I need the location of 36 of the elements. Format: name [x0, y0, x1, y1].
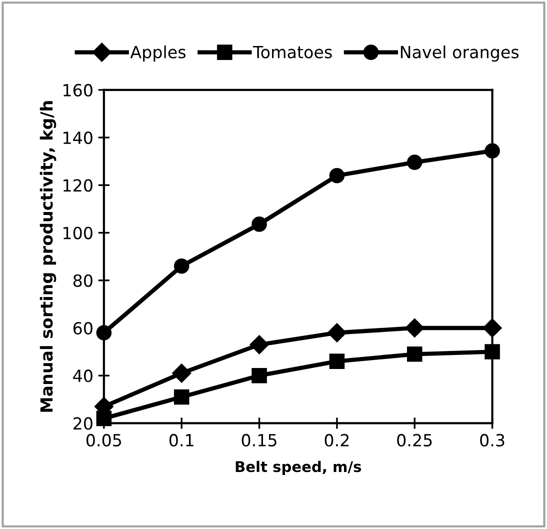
- y-tick-label: 60: [73, 322, 92, 335]
- y-tick-label: 140: [64, 132, 92, 144]
- point: [329, 354, 345, 369]
- point: [172, 364, 192, 383]
- legend-label: Apples: [130, 45, 186, 62]
- point: [327, 323, 346, 342]
- point: [96, 325, 112, 340]
- y-tick-label: 120: [64, 179, 92, 192]
- point: [252, 368, 267, 384]
- point: [406, 346, 422, 362]
- x-tick-label: 0.15: [242, 434, 276, 447]
- point: [174, 258, 190, 274]
- y-axis-title: Manual sorting productivity, kg/h: [40, 101, 56, 412]
- x-tick-label: 0.1: [169, 434, 194, 447]
- x-axis-title: Belt speed, m/s: [236, 460, 362, 475]
- point: [252, 216, 267, 232]
- x-tick-label: 0.3: [480, 434, 504, 447]
- point: [405, 318, 424, 338]
- y-tick-label: 40: [73, 370, 92, 382]
- point: [482, 318, 502, 338]
- y-tick-label: 160: [64, 84, 92, 96]
- y-tick-label: 20: [74, 417, 92, 430]
- legend-label: Tomatoes: [252, 46, 332, 58]
- x-tick-label: 0.2: [324, 434, 349, 447]
- point: [96, 410, 112, 426]
- point: [329, 168, 345, 184]
- point: [250, 335, 269, 354]
- x-tick-label: 0.25: [397, 434, 432, 447]
- legend-label: Navel oranges: [400, 45, 519, 62]
- y-tick-label: 100: [64, 226, 92, 240]
- y-tick-label: 80: [73, 274, 92, 287]
- point: [484, 143, 500, 159]
- x-tick-label: 0.05: [86, 434, 122, 447]
- point: [174, 389, 190, 405]
- point: [406, 154, 422, 170]
- point: [484, 344, 500, 360]
